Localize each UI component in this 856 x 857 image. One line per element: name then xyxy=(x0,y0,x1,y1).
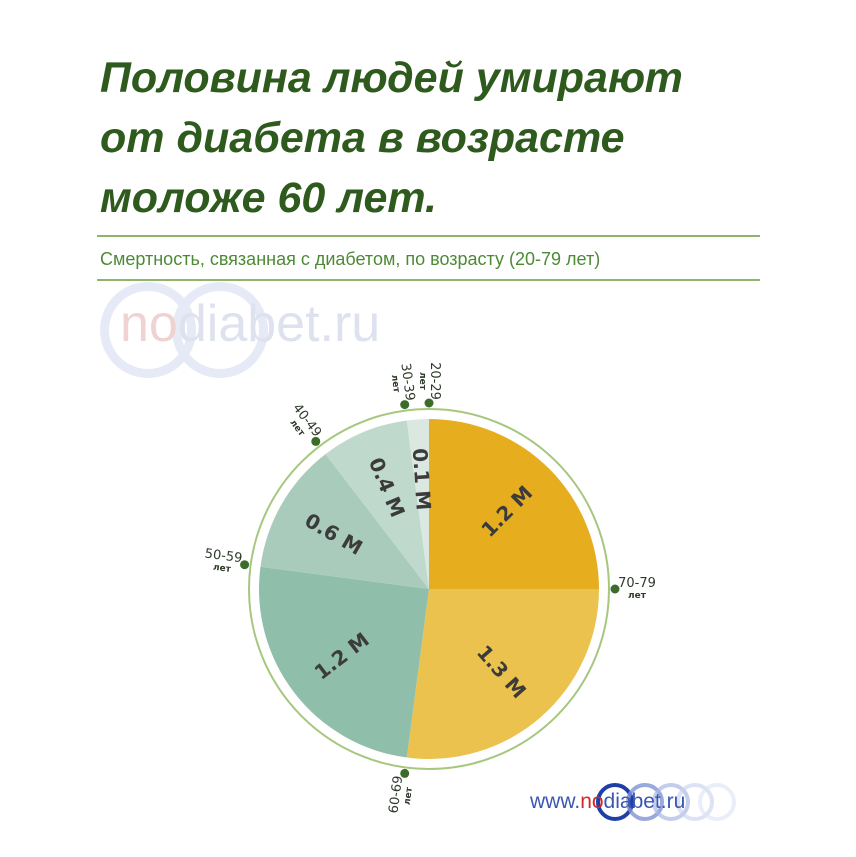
site-url[interactable]: www.nodiabet.ru xyxy=(530,790,685,814)
title-line-3: моложе 60 лет. xyxy=(100,174,437,222)
age-label-70-79: 70-79 лет xyxy=(618,576,656,601)
outer-ring xyxy=(248,408,610,770)
bottom-divider xyxy=(97,279,760,281)
pie-slice-70-79 xyxy=(429,419,599,589)
age-unit: лет xyxy=(417,372,427,391)
age-marker-dot xyxy=(610,584,620,594)
pie-slice-60-69 xyxy=(406,589,599,759)
slice-value-label: 0.1 M xyxy=(408,447,436,511)
watermark-no: no xyxy=(120,295,178,353)
chart-subtitle: Смертность, связанная с диабетом, по воз… xyxy=(100,249,601,269)
pie-slice-50-59 xyxy=(259,566,429,758)
url-no: no xyxy=(580,790,604,813)
age-label-20-29: 20-29лет xyxy=(417,362,442,400)
age-label-30-39: 30-39лет xyxy=(387,362,417,403)
age-range: 20-29 xyxy=(427,362,442,400)
logo-ring-icon xyxy=(698,783,736,821)
pie-slice-40-49 xyxy=(260,454,429,589)
age-range: 50-59 xyxy=(204,546,243,566)
age-unit: лет xyxy=(628,591,647,601)
page-title: Половина людей умирают от диабета в возр… xyxy=(100,48,740,228)
url-prefix: www. xyxy=(530,790,581,813)
age-range: 70-79 xyxy=(618,576,656,591)
age-marker-dot xyxy=(400,400,410,410)
age-unit: лет xyxy=(212,563,232,575)
age-range: 60-69 xyxy=(386,775,406,814)
watermark-text: nodiabet.ru xyxy=(120,294,380,354)
age-marker-dot xyxy=(400,768,410,778)
top-divider xyxy=(97,235,760,237)
age-unit: лет xyxy=(389,374,401,394)
pie-slice-30-39 xyxy=(325,420,429,589)
age-label-50-59: 50-59лет xyxy=(202,546,243,576)
title-line-2: от диабета в возрасте xyxy=(100,114,625,162)
title-line-1: Половина людей умирают xyxy=(100,54,683,102)
pie-slice-20-29 xyxy=(406,419,429,589)
age-marker-dot xyxy=(424,398,434,408)
age-range: 30-39 xyxy=(397,362,417,401)
watermark-rest: diabet.ru xyxy=(177,295,381,353)
age-unit: лет xyxy=(403,786,415,806)
age-label-60-69: 60-69лет xyxy=(386,775,416,816)
url-rest: diabet.ru xyxy=(603,790,686,813)
watermark-ring-icon xyxy=(172,282,268,378)
age-marker-dot xyxy=(311,436,321,446)
site-logo[interactable]: www.nodiabet.ru xyxy=(530,781,810,827)
watermark-logo: nodiabet.ru xyxy=(100,276,520,386)
age-marker-dot xyxy=(240,560,250,570)
